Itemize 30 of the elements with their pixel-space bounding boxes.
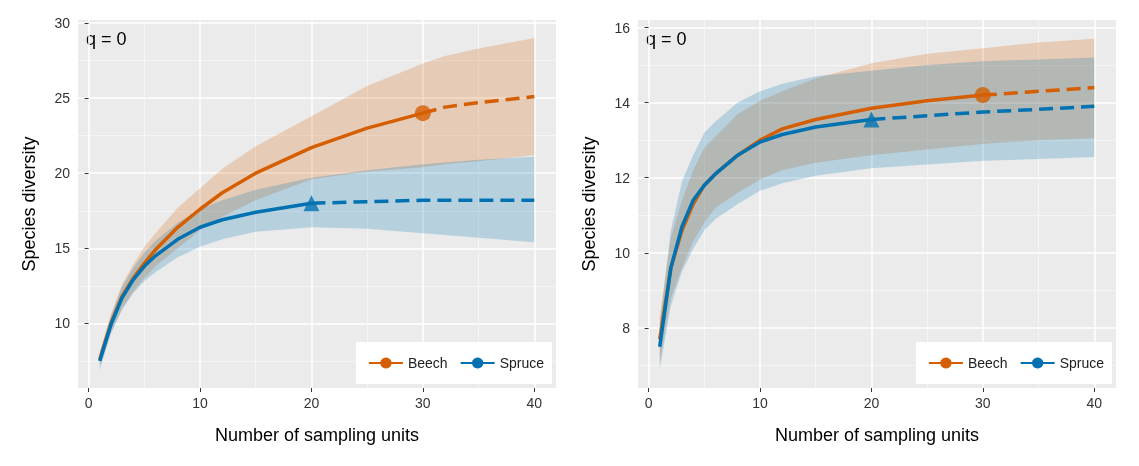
- legend-label: Beech: [967, 355, 1008, 371]
- x-axis-title: Number of sampling units: [214, 425, 420, 445]
- x-tick-label: 30: [415, 395, 431, 411]
- x-tick-label: 20: [303, 395, 320, 411]
- y-tick-label: 10: [614, 244, 631, 261]
- x-tick-label: 30: [975, 395, 991, 411]
- y-tick-label: 16: [614, 19, 631, 36]
- y-tick-label: 30: [54, 15, 71, 31]
- x-tick-label: 10: [752, 395, 768, 411]
- legend-label: Beech: [407, 355, 448, 371]
- x-tick-label: 0: [84, 395, 93, 411]
- y-tick-label: 14: [614, 94, 631, 111]
- y-tick-label: 15: [54, 240, 71, 257]
- legend-label: Spruce: [499, 355, 545, 371]
- annotation: q = 0: [646, 29, 687, 49]
- x-tick-label: 10: [192, 395, 208, 411]
- y-axis-title: Species diversity: [579, 136, 599, 272]
- annotation: q = 0: [86, 29, 127, 49]
- y-tick-label: 10: [54, 315, 71, 332]
- x-tick-label: 40: [526, 395, 543, 411]
- x-axis-title: Number of sampling units: [774, 425, 980, 445]
- y-tick-label: 20: [54, 165, 71, 182]
- y-tick-label: 8: [622, 319, 631, 336]
- y-tick-label: 12: [614, 169, 631, 186]
- y-tick-label: 25: [54, 90, 71, 107]
- y-axis-title: Species diversity: [19, 136, 39, 272]
- x-tick-label: 40: [1086, 395, 1103, 411]
- x-tick-label: 0: [644, 395, 653, 411]
- x-tick-label: 20: [863, 395, 880, 411]
- legend-label: Spruce: [1059, 355, 1105, 371]
